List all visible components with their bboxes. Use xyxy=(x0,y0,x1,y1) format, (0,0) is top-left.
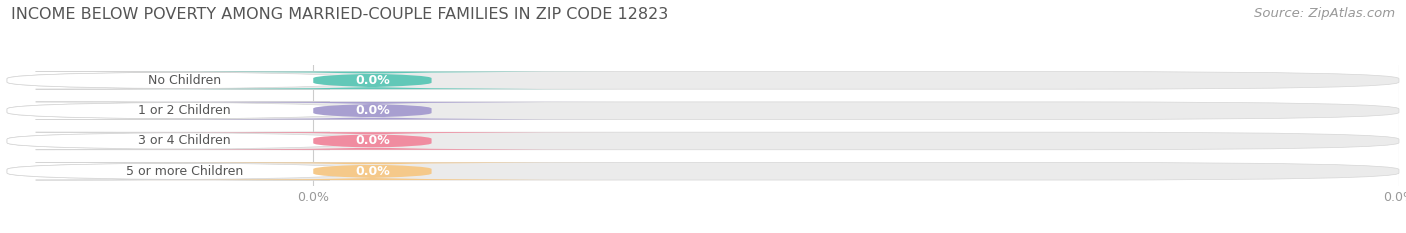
Text: 3 or 4 Children: 3 or 4 Children xyxy=(138,134,231,147)
Text: Source: ZipAtlas.com: Source: ZipAtlas.com xyxy=(1254,7,1395,20)
FancyBboxPatch shape xyxy=(7,102,1399,120)
FancyBboxPatch shape xyxy=(7,72,359,89)
FancyBboxPatch shape xyxy=(7,132,359,150)
Text: 0.0%: 0.0% xyxy=(356,165,389,178)
FancyBboxPatch shape xyxy=(7,162,1399,180)
FancyBboxPatch shape xyxy=(7,102,359,120)
Text: 0.0%: 0.0% xyxy=(356,104,389,117)
Text: 5 or more Children: 5 or more Children xyxy=(127,165,243,178)
FancyBboxPatch shape xyxy=(7,72,1399,89)
Text: 1 or 2 Children: 1 or 2 Children xyxy=(138,104,231,117)
FancyBboxPatch shape xyxy=(129,162,616,180)
FancyBboxPatch shape xyxy=(129,132,616,150)
Text: 0.0%: 0.0% xyxy=(356,134,389,147)
FancyBboxPatch shape xyxy=(7,162,359,180)
Text: No Children: No Children xyxy=(148,74,221,87)
FancyBboxPatch shape xyxy=(129,102,616,120)
FancyBboxPatch shape xyxy=(129,72,616,89)
FancyBboxPatch shape xyxy=(7,132,1399,150)
Text: INCOME BELOW POVERTY AMONG MARRIED-COUPLE FAMILIES IN ZIP CODE 12823: INCOME BELOW POVERTY AMONG MARRIED-COUPL… xyxy=(11,7,668,22)
Text: 0.0%: 0.0% xyxy=(356,74,389,87)
